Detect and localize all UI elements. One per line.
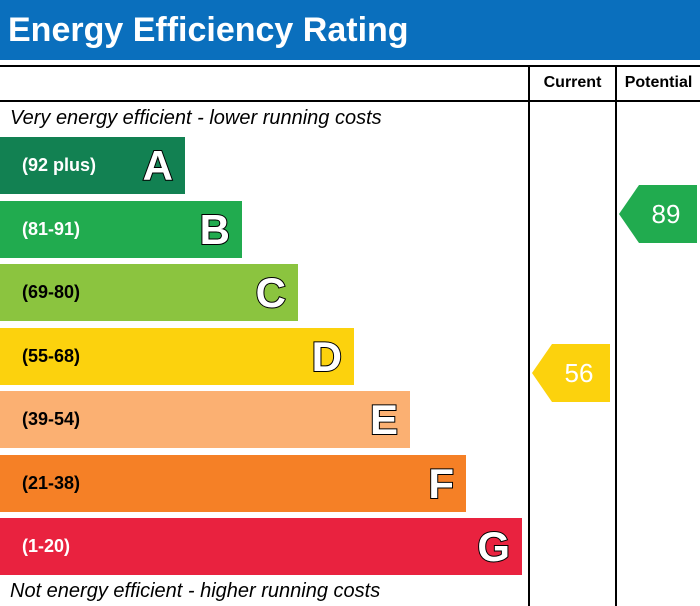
current-column-divider xyxy=(528,65,530,606)
efficient-caption: Very energy efficient - lower running co… xyxy=(10,107,382,129)
band-range-label: (92 plus) xyxy=(22,155,97,175)
band-letter: E xyxy=(369,395,399,444)
band-range-label: (21-38) xyxy=(22,472,81,493)
band-b: (81-91) B xyxy=(0,200,242,258)
arrow-body xyxy=(639,184,697,243)
current-column-header: Current xyxy=(543,74,602,91)
table-header-divider xyxy=(0,100,700,102)
band-d: (55-68) D xyxy=(0,327,354,385)
band-range-label: (69-80) xyxy=(22,282,81,302)
band-e: (39-54) E xyxy=(0,391,410,448)
current-rating-arrow: 56 xyxy=(532,343,610,402)
page-title: Energy Efficiency Rating xyxy=(8,11,409,49)
table-top-border xyxy=(0,65,700,67)
band-range-label: (55-68) xyxy=(22,345,81,366)
band-letter: C xyxy=(255,268,287,317)
potential-column-header: Potential xyxy=(624,74,693,91)
band-letter: G xyxy=(476,522,511,571)
band-f: (21-38) F xyxy=(0,454,466,512)
band-range-label: (81-91) xyxy=(22,218,81,239)
header-bar: Energy Efficiency Rating xyxy=(0,0,700,60)
potential-column-divider xyxy=(615,65,617,606)
band-c: (69-80) C xyxy=(0,264,298,321)
arrow-tip xyxy=(532,343,552,402)
potential-rating-arrow: 89 xyxy=(619,184,697,243)
arrow-tip xyxy=(619,184,639,243)
inefficient-caption: Not energy efficient - higher running co… xyxy=(10,580,381,602)
band-letter: F xyxy=(427,459,455,508)
band-letter: A xyxy=(142,141,174,190)
band-range-label: (39-54) xyxy=(22,409,81,429)
arrow-body xyxy=(552,343,610,402)
band-letter: B xyxy=(199,205,231,254)
current-rating-value: 56 xyxy=(564,357,594,388)
band-letter: D xyxy=(311,332,343,381)
band-range-label: (1-20) xyxy=(22,536,71,556)
band-a: (92 plus) A xyxy=(0,137,185,194)
potential-rating-value: 89 xyxy=(651,198,681,229)
band-g: (1-20) G xyxy=(0,518,522,575)
